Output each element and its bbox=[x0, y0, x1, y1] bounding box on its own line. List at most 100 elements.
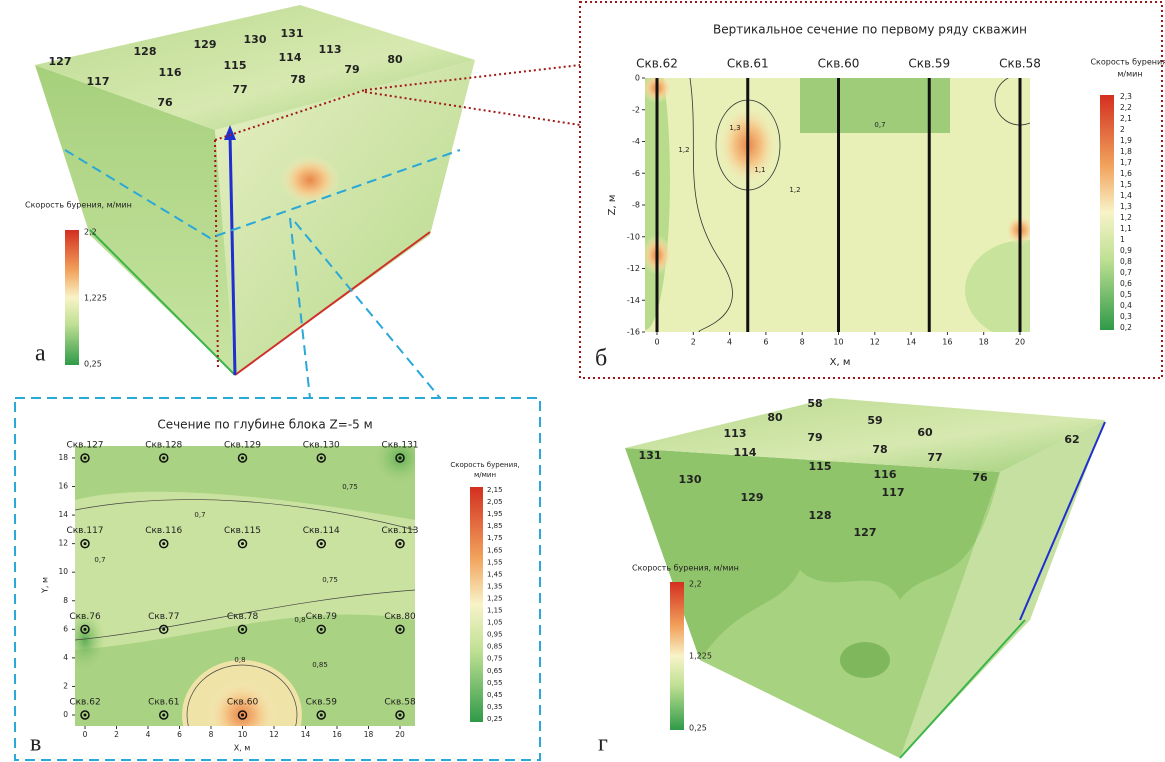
y-tick-label: 18 bbox=[58, 453, 68, 462]
well-label: 115 bbox=[224, 59, 247, 72]
colorbar-tick: 1,85 bbox=[487, 522, 503, 530]
x-tick-label: 12 bbox=[870, 338, 880, 347]
contour-label: 0,75 bbox=[342, 483, 358, 491]
contour-label: 0,8 bbox=[234, 656, 245, 664]
well-label: Скв.127 bbox=[66, 440, 103, 450]
panel-letter: г bbox=[598, 731, 608, 757]
colorbar-tick: 1,55 bbox=[487, 558, 503, 566]
x-axis-label: X, м bbox=[234, 744, 251, 753]
x-tick-label: 2 bbox=[114, 730, 119, 739]
well-marker bbox=[162, 628, 165, 631]
well-label: 116 bbox=[874, 468, 897, 481]
well-label: 127 bbox=[49, 55, 72, 68]
x-tick-label: 12 bbox=[269, 730, 279, 739]
colorbar-title: м/мин bbox=[1117, 70, 1142, 79]
well-label: 113 bbox=[724, 427, 747, 440]
colorbar-tick: 0,35 bbox=[487, 703, 503, 711]
well-label: Скв.58 bbox=[999, 57, 1041, 71]
colorbar-tick: 0,45 bbox=[487, 691, 503, 699]
well-label: Скв.128 bbox=[145, 440, 182, 450]
figure: Скорость бурения, м/мин а б Вертикальное… bbox=[0, 0, 1165, 762]
y-tick-label: 0 bbox=[63, 710, 68, 719]
well-label: 60 bbox=[917, 426, 933, 439]
well-label: 79 bbox=[344, 63, 359, 76]
y-tick-label: 8 bbox=[63, 596, 68, 605]
well-label: Скв.61 bbox=[148, 698, 179, 708]
well-marker bbox=[320, 456, 323, 459]
colorbar-tick: 1,45 bbox=[487, 570, 503, 578]
well-label: 77 bbox=[232, 83, 247, 96]
well-marker bbox=[162, 542, 165, 545]
x-tick-label: 18 bbox=[979, 338, 989, 347]
well-label: Скв.131 bbox=[381, 440, 418, 450]
colorbar-tick: 0,4 bbox=[1120, 301, 1132, 310]
colorbar-tick: 1,8 bbox=[1120, 147, 1132, 156]
well-label: 115 bbox=[809, 460, 832, 473]
x-tick-label: 18 bbox=[364, 730, 374, 739]
colorbar-tick: 1,3 bbox=[1120, 202, 1132, 211]
y-axis-label: Y, м bbox=[41, 577, 50, 594]
x-tick-label: 4 bbox=[146, 730, 151, 739]
well-label: Скв.76 bbox=[69, 612, 101, 622]
colorbar-tick: 1,25 bbox=[487, 594, 503, 602]
well-marker bbox=[84, 542, 87, 545]
colorbar-tick: 0,2 bbox=[1120, 323, 1132, 332]
colorbar-tick: 1,65 bbox=[487, 546, 503, 554]
well-marker bbox=[399, 456, 402, 459]
colorbar-tick: 1,6 bbox=[1120, 169, 1132, 178]
well-label: Скв.62 bbox=[636, 57, 678, 71]
colorbar-tick: 2,2 bbox=[84, 228, 97, 237]
well-label: 80 bbox=[387, 53, 403, 66]
panel-title: Сечение по глубине блока Z=-5 м bbox=[157, 418, 372, 432]
x-tick-label: 6 bbox=[177, 730, 182, 739]
x-tick-label: 0 bbox=[83, 730, 88, 739]
well-label: 129 bbox=[741, 491, 764, 504]
colorbar-tick: 0,65 bbox=[487, 667, 503, 675]
x-tick-label: 10 bbox=[238, 730, 248, 739]
well-label: 114 bbox=[734, 446, 757, 459]
colorbar-tick: 0,55 bbox=[487, 679, 503, 687]
well-marker bbox=[399, 714, 402, 717]
y-tick-label: 14 bbox=[58, 510, 68, 519]
contour-label: 1,2 bbox=[789, 186, 800, 194]
colorbar-tick: 2,3 bbox=[1120, 92, 1132, 101]
colorbar-tick: 2,05 bbox=[487, 498, 503, 506]
colorbar-tick: 2,2 bbox=[1120, 103, 1132, 112]
well-label: Скв.60 bbox=[227, 698, 259, 708]
well-label: 62 bbox=[1064, 433, 1079, 446]
y-tick-label: 0 bbox=[635, 74, 640, 83]
well-label: 128 bbox=[134, 45, 157, 58]
well-label: 129 bbox=[194, 38, 217, 51]
contour-label: 1,2 bbox=[678, 146, 689, 154]
colorbar-tick: 1 bbox=[1120, 235, 1125, 244]
y-tick-label: -16 bbox=[627, 328, 640, 337]
well-marker bbox=[162, 456, 165, 459]
well-label: 76 bbox=[972, 471, 988, 484]
y-tick-label: 10 bbox=[58, 567, 68, 576]
colorbar-tick: 0,6 bbox=[1120, 279, 1132, 288]
cube-d bbox=[625, 398, 1105, 758]
colorbar-tick: 0,25 bbox=[689, 724, 707, 733]
colorbar-title: Скорость бурения, bbox=[450, 461, 519, 469]
well-label: Скв.117 bbox=[66, 526, 103, 536]
well-label: Скв.77 bbox=[148, 612, 179, 622]
x-tick-label: 14 bbox=[301, 730, 311, 739]
well-label: Скв.78 bbox=[227, 612, 259, 622]
well-label: Скв.80 bbox=[384, 612, 416, 622]
contour-label: 0,7 bbox=[194, 511, 205, 519]
y-tick-label: -4 bbox=[632, 137, 640, 146]
well-marker bbox=[241, 542, 244, 545]
well-label: 127 bbox=[854, 526, 877, 539]
well-label: 59 bbox=[867, 414, 882, 427]
well-label: 76 bbox=[157, 96, 173, 109]
colorbar-tick: 1,1 bbox=[1120, 224, 1132, 233]
colorbar-tick: 1,225 bbox=[689, 652, 712, 661]
colorbar-tick: 0,8 bbox=[1120, 257, 1132, 266]
well-label: Скв.59 bbox=[306, 698, 338, 708]
well-marker bbox=[84, 628, 87, 631]
contour-label: 1,3 bbox=[729, 124, 740, 132]
well-label: 117 bbox=[882, 486, 905, 499]
x-tick-label: 16 bbox=[942, 338, 952, 347]
well-marker bbox=[241, 628, 244, 631]
colorbar-tick: 2 bbox=[1120, 125, 1125, 134]
